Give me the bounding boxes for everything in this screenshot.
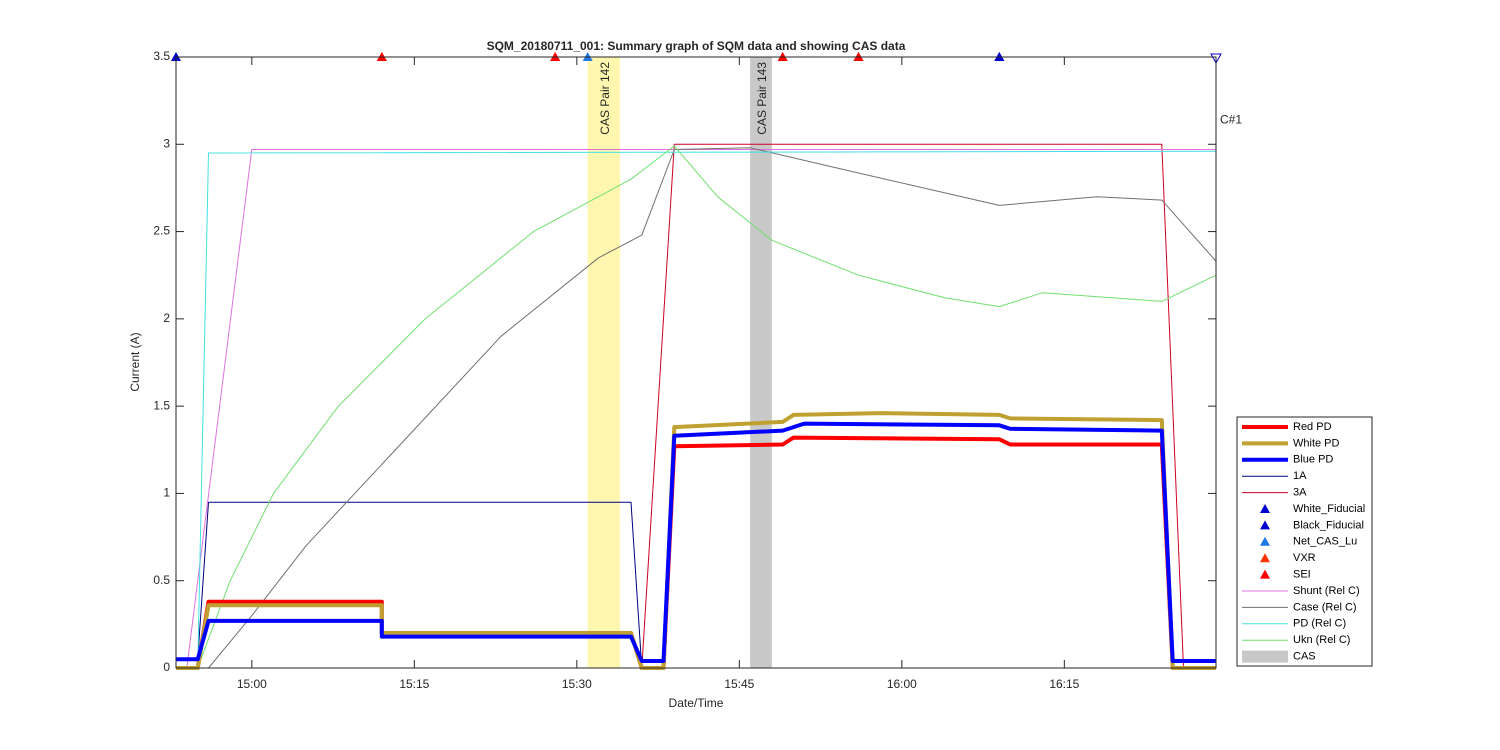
legend: Red PD White PD Blue PD 1A 3A White_Fiducial B… — [1236, 416, 1373, 667]
y-tick-label: 2 — [163, 311, 170, 325]
legend-label: White_Fiducial — [1293, 503, 1365, 515]
cas-band — [587, 57, 621, 668]
series-line — [176, 411, 1216, 670]
y-tick-label: 1.5 — [153, 398, 170, 412]
legend-label: White PD — [1293, 437, 1340, 449]
legend-label: Blue PD — [1293, 454, 1333, 466]
cas-band-label: CAS Pair 142 — [598, 62, 612, 135]
legend-label: Red PD — [1293, 421, 1332, 433]
legend-label: 1A — [1293, 470, 1307, 482]
bands: CAS Pair 142 CAS Pair 143 — [587, 57, 772, 668]
legend-label: Case (Rel C) — [1293, 601, 1357, 613]
legend-label: Shunt (Rel C) — [1293, 585, 1360, 597]
legend-label: CAS — [1293, 651, 1316, 663]
x-tick-label: 15:15 — [399, 677, 429, 691]
y-tick-label: 3 — [163, 136, 170, 150]
legend-marker — [1260, 569, 1270, 579]
axes-box — [175, 56, 1217, 669]
legend-label: 3A — [1293, 487, 1307, 499]
legend-label: Ukn (Rel C) — [1293, 634, 1350, 646]
legend-marker — [1260, 504, 1270, 513]
x-tick-label: 16:15 — [1049, 677, 1079, 691]
legend-label: SEI — [1293, 569, 1311, 581]
x-tick-label: 15:30 — [562, 677, 592, 691]
legend-label: Black_Fiducial — [1293, 519, 1364, 531]
y-axis-label: Current (A) — [128, 332, 142, 391]
x-tick-label: 15:00 — [237, 677, 267, 691]
y-tick-label: 1 — [163, 486, 170, 500]
legend-patch — [1242, 650, 1288, 663]
legend-marker — [1260, 536, 1270, 546]
series-line — [176, 421, 1216, 663]
y-tick-label: 3.5 — [153, 49, 170, 63]
cas-band-label: CAS Pair 143 — [755, 62, 769, 135]
cas-band — [750, 57, 772, 668]
chart-title: SQM_20180711_001: Summary graph of SQM d… — [487, 39, 906, 53]
y-tick-label: 2.5 — [153, 224, 170, 238]
series-line — [176, 147, 1217, 669]
legend-label: Net_CAS_Lu — [1293, 536, 1357, 548]
series-line — [176, 145, 1217, 669]
legend-marker — [1260, 553, 1270, 563]
legend-label: VXR — [1293, 552, 1316, 564]
x-tick-label: 16:00 — [887, 677, 917, 691]
annotation-text: C#1 — [1220, 112, 1242, 126]
legend-label: PD (Rel C) — [1293, 618, 1346, 630]
x-tick-label: 15:45 — [724, 677, 754, 691]
x-axis-label: Date/Time — [669, 696, 724, 710]
y-tick-label: 0 — [163, 660, 170, 674]
y-tick-label: 0.5 — [153, 573, 170, 587]
legend-marker — [1260, 520, 1270, 530]
